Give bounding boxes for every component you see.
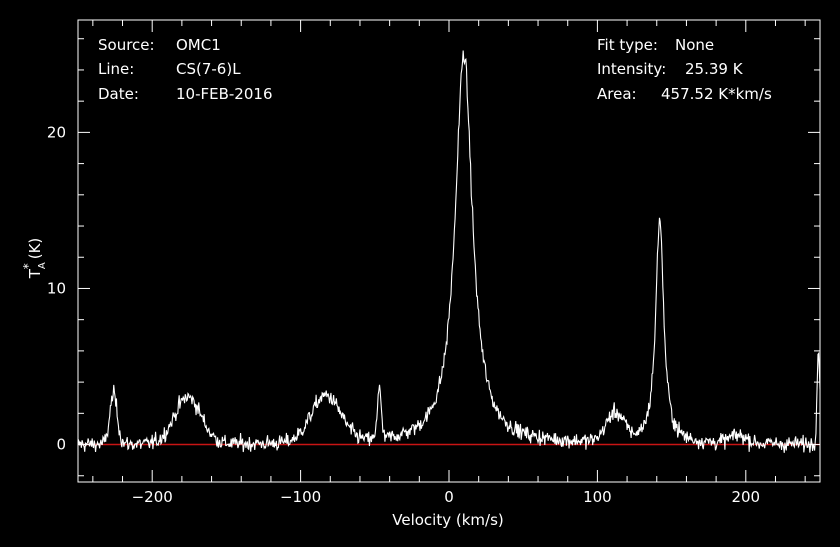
x-tick-label: 0 <box>444 488 454 506</box>
info-block-left: Source: OMC1 Line: CS(7-6)L Date: 10-FEB… <box>98 36 272 103</box>
line-label: Line: <box>98 60 134 78</box>
y-axis-label-sub: A <box>37 262 48 269</box>
spectrum-trace <box>77 50 821 453</box>
fit-type-value: None <box>675 36 714 54</box>
fit-type-label: Fit type: <box>597 36 658 54</box>
area-value: 457.52 K*km/s <box>661 85 772 103</box>
intensity-label: Intensity: <box>597 60 666 78</box>
source-label: Source: <box>98 36 155 54</box>
date-value: 10-FEB-2016 <box>176 85 272 103</box>
area-label: Area: <box>597 85 637 103</box>
y-axis-label-sup: * <box>21 263 35 269</box>
y-axis-label-main: T <box>26 268 44 279</box>
axis-ticks: −200 −100 0 100 200 0 10 20 <box>47 20 820 506</box>
date-label: Date: <box>98 85 139 103</box>
y-axis-label-unit: (K) <box>26 238 44 260</box>
y-tick-label: 20 <box>47 123 66 141</box>
y-tick-label: 10 <box>47 279 66 297</box>
x-axis-label: Velocity (km/s) <box>392 511 503 529</box>
y-axis-label: TA* (K) <box>21 238 48 280</box>
y-tick-label: 0 <box>56 436 66 454</box>
info-block-right: Fit type: None Intensity: 25.39 K Area: … <box>597 36 772 103</box>
intensity-value: 25.39 K <box>685 60 744 78</box>
x-tick-label: −200 <box>132 488 173 506</box>
source-value: OMC1 <box>176 36 221 54</box>
x-tick-label: 100 <box>583 488 612 506</box>
x-tick-label: −100 <box>280 488 321 506</box>
x-tick-label: 200 <box>731 488 760 506</box>
line-value: CS(7-6)L <box>176 60 241 78</box>
svg-text:TA*(K): TA* (K) <box>21 238 48 280</box>
